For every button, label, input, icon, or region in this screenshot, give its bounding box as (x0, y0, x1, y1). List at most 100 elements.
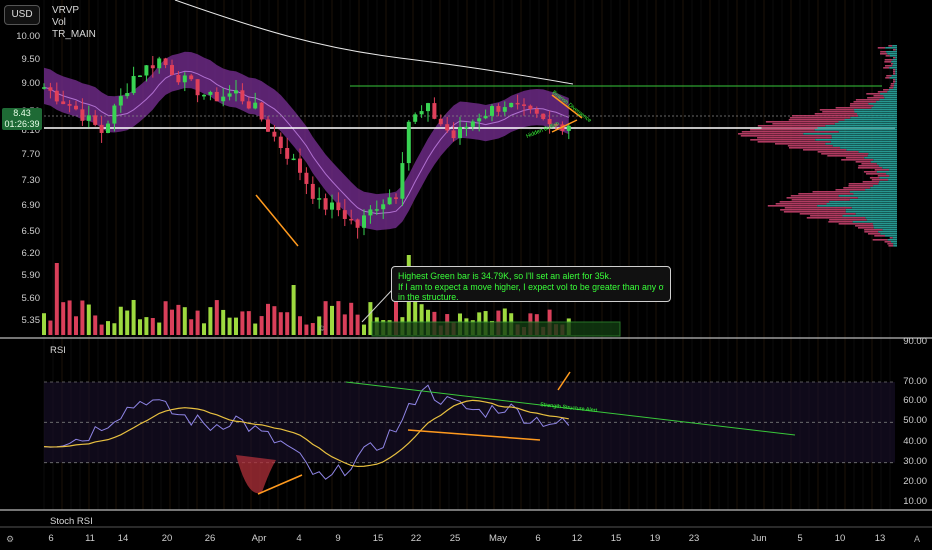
volume-profile-bar (884, 235, 897, 237)
time-tick: 15 (372, 533, 384, 544)
candle-body (118, 96, 123, 106)
volume-bar (355, 314, 360, 335)
volume-profile-bar (806, 217, 866, 219)
volume-profile-bar (890, 85, 895, 87)
price-trend-line (551, 94, 583, 119)
volume-profile-bar (869, 177, 880, 179)
candle-body (336, 202, 341, 211)
volume-profile-bar (779, 201, 830, 203)
volume-profile-bar (884, 65, 893, 67)
price-tick: 7.30 (21, 175, 41, 186)
candle-body (42, 87, 46, 89)
candle-body (534, 109, 539, 114)
volume-bar (74, 316, 78, 335)
volume-profile-bar (786, 197, 858, 199)
rsi-tick: 90.00 (903, 336, 927, 347)
volume-profile-bar (835, 107, 872, 109)
volume-bar (42, 313, 46, 335)
volume-profile-bar (877, 91, 888, 93)
rsi-tick: 40.00 (903, 436, 927, 447)
time-tick: 5 (797, 533, 803, 544)
time-tick: May (489, 533, 507, 544)
candle-body (93, 115, 98, 125)
candle-body (291, 158, 296, 161)
volume-profile-bar (867, 97, 885, 99)
rsi-tick: 50.00 (903, 415, 927, 426)
stoch-rsi-pane-label[interactable]: Stoch RSI (50, 516, 93, 527)
time-tick: 25 (449, 533, 461, 544)
callout-pointer (361, 289, 393, 323)
candle-body (170, 65, 174, 75)
volume-bar (150, 318, 155, 335)
candle-body (310, 183, 315, 199)
price-tick: 6.50 (21, 226, 41, 237)
volume-profile-bar (848, 185, 874, 187)
volume-profile-bar (858, 151, 897, 153)
auto-scale-icon[interactable]: A (914, 534, 921, 544)
price-trend-line (551, 119, 578, 133)
volume-profile-bar (886, 51, 897, 53)
candle-body (227, 93, 232, 97)
legend-tr-main[interactable]: TR_MAIN (52, 29, 96, 40)
volume-profile-bar (788, 119, 845, 121)
moving-average-line (43, 70, 569, 215)
volume-profile-bar (893, 81, 896, 83)
volume-profile-bar (814, 129, 897, 131)
candle-body (48, 87, 53, 91)
volume-profile-bar (890, 83, 895, 85)
candle-body (189, 75, 194, 80)
rsi-pane-label[interactable]: RSI (50, 345, 66, 356)
volume-profile-bar (864, 231, 879, 233)
candle-body (400, 163, 405, 199)
rsi-divergence-line (407, 429, 541, 441)
volume-profile-bar (880, 51, 887, 53)
volume-bar (272, 306, 277, 335)
time-tick: 9 (335, 533, 341, 544)
volume-profile-bar (893, 69, 896, 71)
volume-profile-bar (835, 189, 866, 191)
volume-profile-bar (838, 121, 897, 123)
volume-profile-bar (857, 227, 874, 229)
volume-profile-bar (883, 67, 890, 69)
gear-icon[interactable]: ⚙ (6, 534, 15, 544)
volume-profile-bar (889, 169, 897, 171)
volume-profile-bar (846, 149, 897, 151)
legend-vol[interactable]: Vol (52, 17, 66, 28)
candle-body (176, 74, 181, 83)
volume-bar (227, 317, 232, 335)
long-ma-line (174, 0, 574, 85)
volume-profile-bar (851, 207, 897, 209)
volume-profile-bar (765, 121, 839, 123)
rsi-oversold-fill (236, 455, 276, 494)
price-divergence-line (255, 194, 299, 247)
volume-profile-bar (838, 195, 897, 197)
volume-profile-bar (876, 171, 897, 173)
volume-bar (394, 280, 398, 335)
currency-button[interactable]: USD (4, 5, 40, 25)
candle-body (490, 106, 494, 116)
moving-average-ribbon (44, 51, 569, 231)
legend-vrvp[interactable]: VRVP (52, 5, 80, 16)
candle-body (381, 204, 386, 210)
volume-profile-bar (895, 79, 897, 81)
volume-bar (266, 303, 270, 335)
volume-profile-bar (854, 111, 897, 113)
volume-profile-bar (868, 103, 897, 105)
volume-bar (419, 304, 424, 335)
volume-bar (176, 304, 181, 335)
volume-profile-bar (853, 101, 877, 103)
candle-body (214, 91, 219, 102)
volume-profile-bar (866, 173, 887, 175)
volume-bar (93, 315, 98, 335)
volume-profile-bar (879, 177, 897, 179)
volume-profile-bar (861, 163, 877, 165)
volume-profile-bar (873, 105, 897, 107)
volume-bar (138, 319, 142, 335)
candle-body (355, 219, 360, 228)
volume-profile-bar (775, 203, 827, 205)
candle-body (515, 102, 520, 105)
volume-profile-bar (893, 243, 897, 245)
candle-body (106, 123, 110, 133)
